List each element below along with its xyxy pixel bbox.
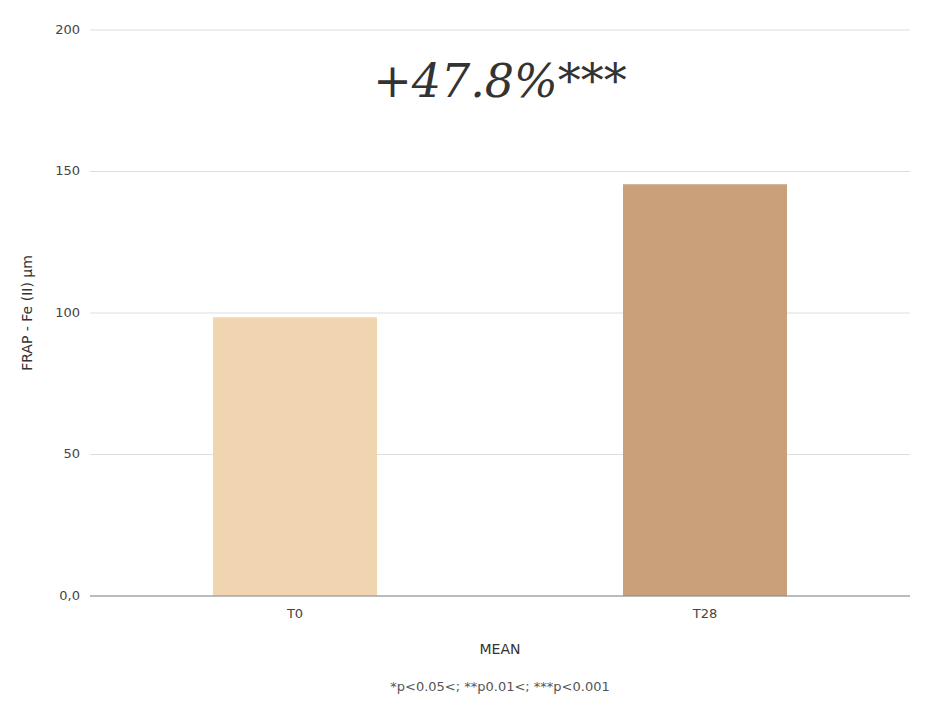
y-axis-label: FRAP - Fe (II) μm (19, 255, 35, 371)
grid-line (90, 171, 910, 172)
y-tick-label: 50 (63, 446, 80, 461)
footnote: *p<0.05<; **p0.01<; ***p<0.001 (390, 679, 609, 694)
bar (623, 184, 787, 596)
y-tick-label: 100 (55, 305, 80, 320)
grid-line (90, 30, 910, 31)
x-tick-label: T28 (692, 606, 717, 621)
x-axis-line (90, 596, 910, 597)
x-axis-label: MEAN (480, 641, 521, 657)
bar (213, 317, 377, 596)
y-tick-label: 0,0 (59, 588, 80, 603)
x-tick-label: T0 (286, 606, 303, 621)
bars (213, 184, 787, 596)
y-tick-label: 200 (55, 22, 80, 37)
grid-line (90, 596, 910, 597)
chart-container: 0,0 50 100 150 200 T0 T28 +47.8%*** FRAP - Fe (I… (0, 0, 950, 716)
grid (90, 30, 910, 596)
annotation: +47.8%*** (373, 54, 627, 108)
chart-svg: 0,0 50 100 150 200 T0 T28 +47.8%*** FRAP - Fe (I… (0, 0, 950, 716)
y-tick-label: 150 (55, 163, 80, 178)
